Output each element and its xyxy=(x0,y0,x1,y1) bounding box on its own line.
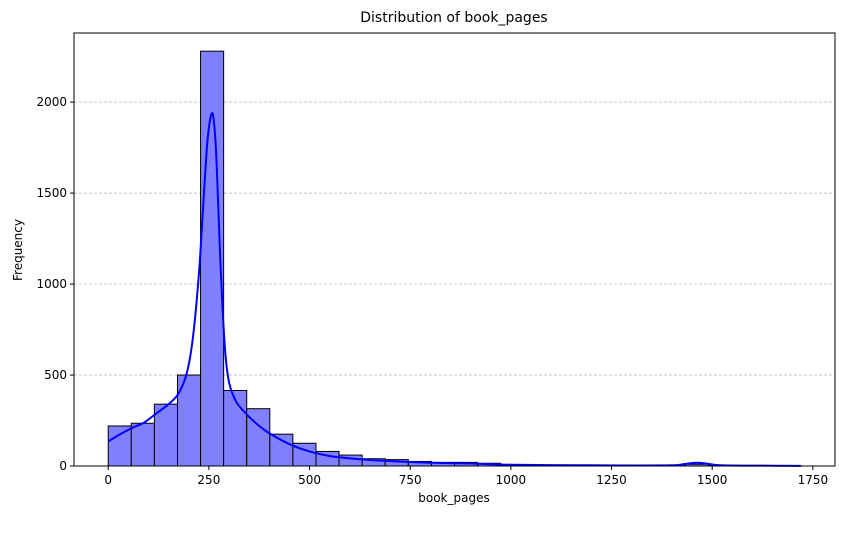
y-axis-label: Frequency xyxy=(11,219,25,281)
y-tick-label-1500: 1500 xyxy=(36,186,67,200)
y-tick-label-500: 500 xyxy=(44,368,67,382)
bar-0 xyxy=(107,425,132,467)
x-tick-label-500: 500 xyxy=(298,473,321,487)
kde-line xyxy=(107,112,801,467)
y-tick-label-1000: 1000 xyxy=(36,277,67,291)
x-tick-label-0: 0 xyxy=(104,473,112,487)
x-tick-label-1500: 1500 xyxy=(697,473,728,487)
chart-title: Distribution of book_pages xyxy=(360,10,547,26)
y-tick-label-0: 0 xyxy=(59,459,67,473)
grid-lines xyxy=(74,101,835,376)
x-axis-label: book_pages xyxy=(418,491,489,505)
x-tick-label-1750: 1750 xyxy=(798,473,829,487)
x-tick-label-1250: 1250 xyxy=(596,473,627,487)
x-axis-ticks: 0 250 500 750 1000 1250 1500 1750 xyxy=(104,466,828,487)
bar-1 xyxy=(130,422,155,467)
y-axis-ticks: 0 500 1000 1500 2000 xyxy=(36,95,74,473)
x-tick-label-1000: 1000 xyxy=(496,473,527,487)
y-tick-label-2000: 2000 xyxy=(36,95,67,109)
plot-frame xyxy=(73,32,836,467)
x-tick-label-750: 750 xyxy=(399,473,422,487)
x-tick-label-250: 250 xyxy=(197,473,220,487)
bar-7 xyxy=(269,433,294,467)
